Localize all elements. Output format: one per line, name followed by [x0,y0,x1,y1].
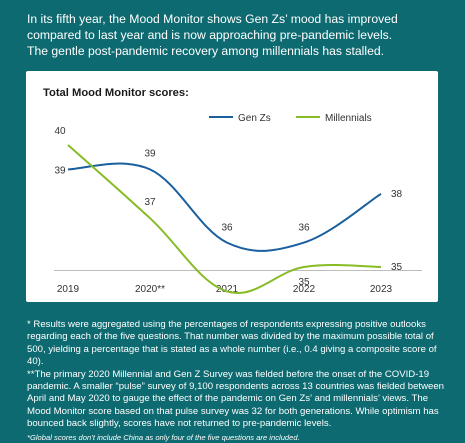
data-label: 34 [221,301,233,302]
x-tick-label: 2022 [293,284,316,295]
chart-title: Total Mood Monitor scores: [43,87,189,99]
series-line-gen-zs [67,162,382,252]
intro-line-1: In its fifth year, the Mood Monitor show… [27,12,398,26]
line-chart: 2019 2020** 2021 2022 2023 39 39 36 36 38 40 37 34 35… [54,113,422,302]
data-label: 39 [54,165,66,176]
data-label: 36 [298,223,310,234]
data-label: 35 [298,277,310,288]
data-label: 36 [221,223,233,234]
intro-text: In its fifth year, the Mood Monitor show… [27,11,447,59]
x-tick-label: 2023 [370,284,393,295]
footnote-2: **The primary 2020 Millennial and Gen Z … [27,368,445,430]
x-tick-label: 2021 [216,284,239,295]
data-label: 40 [54,126,66,137]
intro-line-2: compared to last year and is now approac… [27,28,393,42]
x-tick-label: 2019 [57,284,80,295]
footnote-3: *Global scores don’t include China as on… [27,432,300,442]
chart-card: Total Mood Monitor scores: 2019 2020** 202… [26,71,438,302]
series-line-millennials [67,144,382,294]
data-label: 38 [391,189,403,200]
legend-label: Gen Zs [238,113,271,124]
data-label: 39 [144,148,156,159]
legend-label: Millennials [325,113,372,124]
x-tick-label: 2020** [135,284,165,295]
data-label: 37 [144,197,156,208]
footnotes: * Results were aggregated using the perc… [27,319,447,443]
intro-line-3: The gentle post-pandemic recovery among … [27,44,385,58]
footnote-1: * Results were aggregated using the perc… [27,319,437,368]
data-label: 35 [391,262,403,273]
